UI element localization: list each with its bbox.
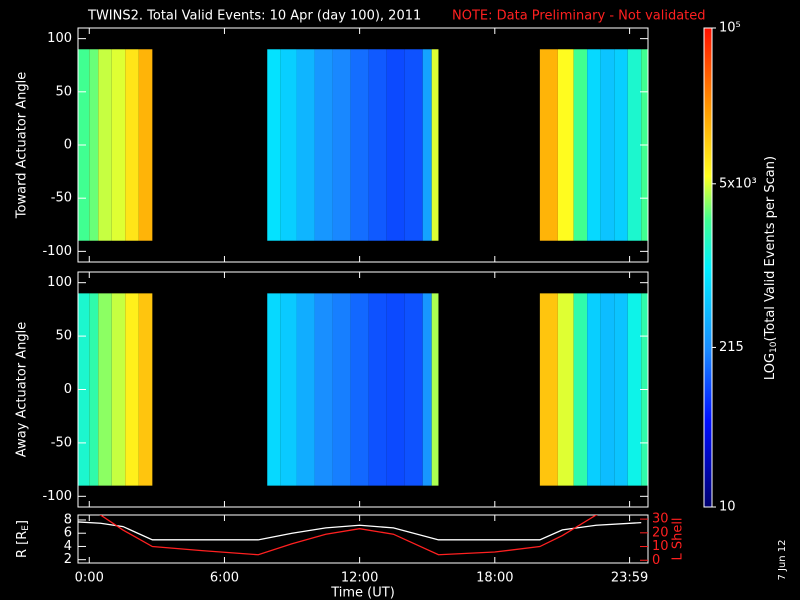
y-tick-label: 4 bbox=[64, 539, 72, 554]
y-tick-label: 8 bbox=[64, 512, 72, 527]
x-tick-label: 6:00 bbox=[210, 571, 239, 586]
colorbar bbox=[703, 27, 713, 508]
spectrogram-cell bbox=[125, 49, 139, 241]
spectrogram-cell bbox=[267, 293, 281, 486]
spectrogram-cell bbox=[431, 293, 439, 486]
spectrogram-cell bbox=[600, 293, 615, 486]
y-tick-label: -50 bbox=[51, 435, 72, 450]
spectrogram-cell bbox=[98, 293, 112, 486]
x-tick-label: 0:00 bbox=[75, 571, 104, 586]
y2-tick-label: 30 bbox=[652, 512, 669, 527]
spectrogram-cell bbox=[368, 49, 387, 241]
y-tick-label: 100 bbox=[47, 31, 72, 46]
spectrogram-cell bbox=[125, 293, 139, 486]
y-axis-label-end: ] bbox=[15, 520, 30, 525]
spectrogram-cell bbox=[368, 293, 387, 486]
colorbar-tick-label: 215 bbox=[719, 340, 744, 355]
spectrogram-cell bbox=[89, 49, 99, 241]
y2-tick-label: 10 bbox=[652, 539, 669, 554]
x-axis-label: Time (UT) bbox=[330, 586, 395, 600]
colorbar-label-end: (Total Valid Events per Scan) bbox=[763, 156, 778, 342]
spectrogram-cell bbox=[89, 293, 99, 486]
y-axis-label: R [RE] bbox=[15, 520, 31, 558]
spectrogram-cell bbox=[280, 293, 297, 486]
colorbar-tick-label: 10 bbox=[719, 500, 736, 515]
spectrogram-cell bbox=[296, 49, 315, 241]
spectrogram-cell bbox=[573, 49, 588, 241]
y-tick-label: -100 bbox=[42, 489, 72, 504]
spectrogram-cell bbox=[350, 293, 369, 486]
spectrogram-cell bbox=[138, 49, 153, 241]
y2-axis-label: L Shell bbox=[671, 517, 686, 560]
spectrogram-cell bbox=[557, 49, 574, 241]
x-tick-label: 12:00 bbox=[341, 571, 378, 586]
spectrogram-cell bbox=[557, 293, 574, 486]
spectrogram-cell bbox=[386, 293, 405, 486]
y-axis-label-text: R [R bbox=[15, 531, 30, 558]
colorbar-label: LOG10(Total Valid Events per Scan) bbox=[763, 156, 779, 380]
colorbar-label-text: LOG bbox=[763, 353, 778, 380]
spectrogram-cell bbox=[350, 49, 369, 241]
chart-title: TWINS2. Total Valid Events: 10 Apr (day … bbox=[87, 9, 421, 24]
spectrogram-cell bbox=[280, 49, 297, 241]
spectrogram-cell bbox=[587, 293, 601, 486]
spectrogram-cell bbox=[98, 49, 112, 241]
date-stamp: 7 Jun 12 bbox=[777, 539, 788, 580]
y-tick-label: 0 bbox=[64, 138, 72, 153]
spectrogram-cell bbox=[422, 49, 432, 241]
y-tick-label: 6 bbox=[64, 526, 72, 541]
y2-tick-label: 0 bbox=[652, 553, 660, 568]
y-tick-label: 100 bbox=[47, 275, 72, 290]
spectrogram-cell bbox=[431, 49, 439, 241]
y-tick-label: -100 bbox=[42, 244, 72, 259]
spectrogram-cell bbox=[539, 293, 558, 486]
spectrogram-cell bbox=[111, 49, 126, 241]
y-tick-label: 2 bbox=[64, 552, 72, 567]
spectrogram-cell bbox=[600, 49, 615, 241]
spectrogram-cell bbox=[332, 293, 351, 486]
spectrogram-cell bbox=[314, 49, 333, 241]
y-axis-label: Toward Actuator Angle bbox=[15, 72, 30, 219]
spectrogram-cell bbox=[614, 49, 628, 241]
spectrogram-cell bbox=[627, 293, 642, 486]
panel-frame bbox=[77, 514, 649, 564]
y-tick-label: 50 bbox=[55, 329, 72, 344]
colorbar-tick-label: 10⁵ bbox=[719, 21, 741, 36]
spectrogram-cell bbox=[587, 49, 601, 241]
spectrogram-cell bbox=[386, 49, 405, 241]
y-axis-label: Away Actuator Angle bbox=[15, 322, 30, 457]
spectrogram-cell bbox=[614, 293, 628, 486]
spectrogram-cell bbox=[332, 49, 351, 241]
spectrogram-cell bbox=[627, 49, 642, 241]
spectrogram-cell bbox=[138, 293, 153, 486]
line-series bbox=[99, 515, 599, 556]
spectrogram-cell bbox=[539, 49, 558, 241]
y-axis-label-sub: E bbox=[21, 525, 31, 531]
y-tick-label: 0 bbox=[64, 382, 72, 397]
y2-tick-label: 20 bbox=[652, 525, 669, 540]
spectrogram-cell bbox=[404, 49, 423, 241]
spectrogram-cell bbox=[111, 293, 126, 486]
spectrogram-cell bbox=[404, 293, 423, 486]
note: NOTE: Data Preliminary - Not validated bbox=[452, 9, 706, 24]
x-tick-label: 23:59 bbox=[611, 571, 648, 586]
line-series bbox=[78, 521, 642, 541]
spectrogram-cell bbox=[573, 293, 588, 486]
spectrogram-cell bbox=[314, 293, 333, 486]
colorbar-label-sub: 10 bbox=[769, 341, 779, 353]
x-tick-label: 18:00 bbox=[476, 571, 513, 586]
spectrogram-cell bbox=[296, 293, 315, 486]
spectrogram-cell bbox=[422, 293, 432, 486]
colorbar-tick-label: 5x10³ bbox=[719, 176, 757, 191]
y-tick-label: -50 bbox=[51, 191, 72, 206]
spectrogram-cell bbox=[267, 49, 281, 241]
y-tick-label: 50 bbox=[55, 84, 72, 99]
